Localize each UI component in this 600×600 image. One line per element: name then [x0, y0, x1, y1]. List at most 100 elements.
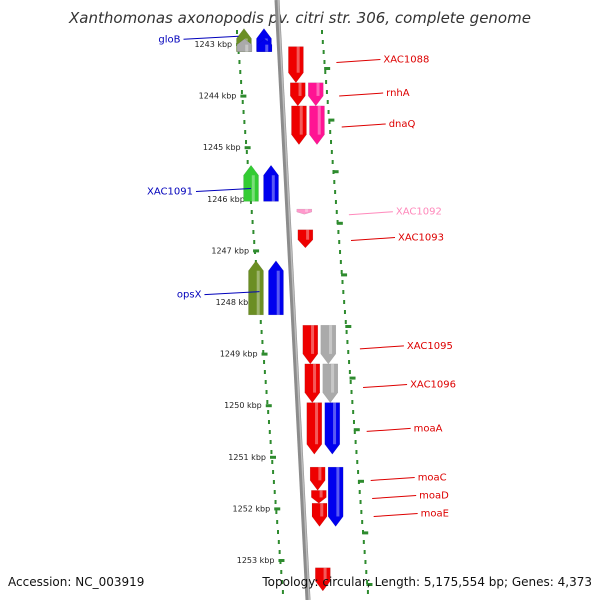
left-outer-guide-dot [261, 340, 264, 344]
tick-label: 1253 kbp [237, 556, 275, 565]
right-outer-guide-dot [323, 60, 326, 64]
right-outer-guide-dot [342, 290, 345, 294]
left-outer-guide-dot [240, 80, 243, 84]
right-outer-guide-dot [352, 420, 355, 424]
tick-mark-right [336, 221, 343, 225]
left-outer-guide-dot [252, 230, 255, 234]
left-outer-guide-dot [243, 120, 246, 124]
right-outer-guide-dot [348, 370, 351, 374]
left-outer-guide-dot [271, 460, 274, 464]
gene-shade [316, 82, 320, 96]
left-outer-guide-dot [273, 490, 276, 494]
gene-arrow [236, 38, 253, 52]
right-outer-guide-dot [321, 40, 324, 44]
genome-backbone [274, 0, 311, 600]
left-outer-guide-dot [280, 570, 283, 574]
gene-shade [298, 82, 302, 96]
left-outer-guide-dot [263, 370, 266, 374]
left-outer-guide-dot [266, 400, 269, 404]
left-outer-guide-dot [246, 160, 249, 164]
label-leader [348, 211, 393, 216]
right-outer-guide-dot [360, 510, 363, 514]
right-outer-guide-dot [354, 440, 357, 444]
gene-features [236, 28, 344, 592]
right-outer-guide-dot [358, 490, 361, 494]
tick-mark [274, 507, 281, 511]
right-outer-guide-dot [363, 550, 366, 554]
right-outer-guide-dot [335, 210, 338, 214]
left-outer-guide-dot [262, 350, 265, 354]
right-outer-guide-dot [339, 250, 342, 254]
left-outer-guide-dot [259, 320, 262, 324]
genome-title: Xanthomonas axonopodis pv. citri str. 30… [69, 9, 531, 27]
right-outer-guide-dot [327, 110, 330, 114]
gene-label-right: XAC1092 [396, 207, 442, 218]
right-outer-guide-dot [364, 560, 367, 564]
gene-arrow [322, 363, 339, 404]
gene-label-right: dnaQ [389, 119, 416, 130]
gene-arrow [297, 229, 314, 249]
left-outer-guide-dot [270, 450, 273, 454]
gene-shade [323, 567, 327, 581]
left-outer-guide-dot [269, 440, 272, 444]
left-outer-guide-dot [241, 100, 244, 104]
label-leader [204, 291, 260, 296]
gene-arrow [311, 490, 327, 504]
left-outer-guide-dot [237, 50, 240, 54]
tick-mark-right [366, 583, 373, 586]
gene-shade [296, 46, 300, 73]
gene-arrow [309, 466, 326, 491]
left-outer-guide-dot [265, 390, 268, 394]
gene-arrow [320, 324, 337, 365]
gene-shade [251, 175, 255, 202]
label-leader [372, 495, 417, 499]
gene-shade [245, 44, 249, 52]
gene-label-right: XAC1088 [383, 54, 429, 65]
left-outer-guide-dot [239, 70, 242, 74]
tick-mark-right [345, 325, 352, 328]
left-outer-guide-dot [245, 150, 248, 154]
gene-arrow [327, 466, 344, 527]
left-outer-guide-dot [263, 360, 266, 364]
right-outer-guide-dot [356, 460, 359, 464]
right-outer-guide-dot [352, 410, 355, 414]
gene-arrow [243, 164, 259, 202]
gene-arrow [290, 82, 306, 107]
right-outer-guide-dot [357, 470, 360, 474]
right-outer-guide-dot [334, 190, 337, 194]
tick-mark-right [332, 170, 339, 174]
gene-arrow [288, 46, 304, 84]
right-outer-guide-dot [349, 380, 352, 384]
tick-mark [261, 352, 268, 356]
left-outer-guide-dot [278, 550, 281, 554]
right-outer-guide-dot [365, 570, 368, 574]
gene-shade [305, 209, 309, 212]
right-outer-guide-dot [346, 340, 349, 344]
tick-label: 1252 kbp [233, 504, 271, 513]
right-outer-guide-dot [366, 580, 369, 584]
gene-label-left: opsX [177, 290, 202, 301]
accession-text: Accession: NC_003919 [8, 575, 145, 589]
right-outer-guide-dot [326, 100, 329, 104]
right-outer-guide-dot [333, 180, 336, 184]
right-outer-guide-dot [343, 300, 346, 304]
backbone-line [274, 0, 311, 600]
right-outer-guide-dot [343, 310, 346, 314]
label-leader [350, 237, 396, 241]
right-outer-guide-dot [340, 270, 343, 274]
right-outer-guide-dot [322, 50, 325, 54]
tick-label: 1244 kbp [199, 92, 237, 101]
gene-arrow [304, 363, 321, 404]
right-outer-guide-dot [355, 450, 358, 454]
gene-label-right: XAC1093 [398, 233, 444, 244]
gene-label-right: rnhA [386, 88, 410, 99]
right-outer-guide-dot [337, 230, 340, 234]
left-outer-guide-dot [260, 330, 263, 334]
left-outer-guide-dot [244, 130, 247, 134]
tick-label: 1245 kbp [203, 143, 241, 152]
label-leader [195, 187, 252, 192]
label-leader [370, 476, 415, 481]
label-leader [373, 513, 418, 518]
gene-label-right: XAC1095 [407, 341, 453, 352]
